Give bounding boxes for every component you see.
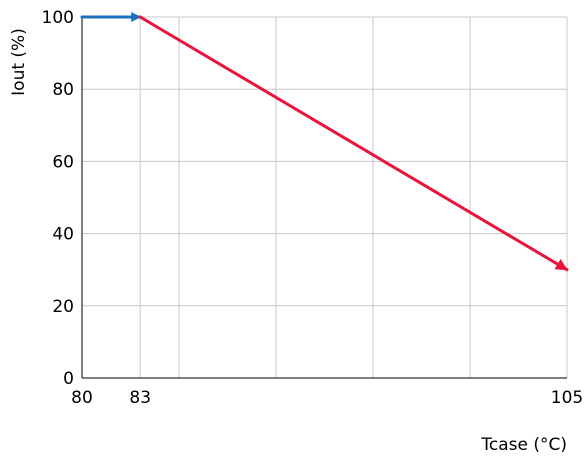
y-tick-label: 40 — [52, 225, 74, 245]
x-axis-title: Tcase (°C) — [480, 435, 567, 455]
series-layer — [80, 12, 569, 272]
y-axis-title: Iout (%) — [9, 28, 29, 96]
y-tick-label: 20 — [52, 297, 74, 317]
grid — [82, 16, 568, 378]
x-tick-label: 83 — [129, 388, 151, 408]
series-line-2 — [138, 15, 569, 272]
y-tick-label: 80 — [52, 80, 74, 100]
tick-labels: 0 20 40 60 80 100 80 83 105 — [42, 8, 584, 408]
axes — [81, 17, 567, 379]
x-tick-label: 80 — [71, 388, 93, 408]
x-tick-label: 105 — [551, 388, 583, 408]
y-tick-label: 60 — [52, 152, 74, 172]
y-tick-label: 0 — [63, 369, 74, 389]
y-tick-label: 100 — [42, 8, 74, 28]
